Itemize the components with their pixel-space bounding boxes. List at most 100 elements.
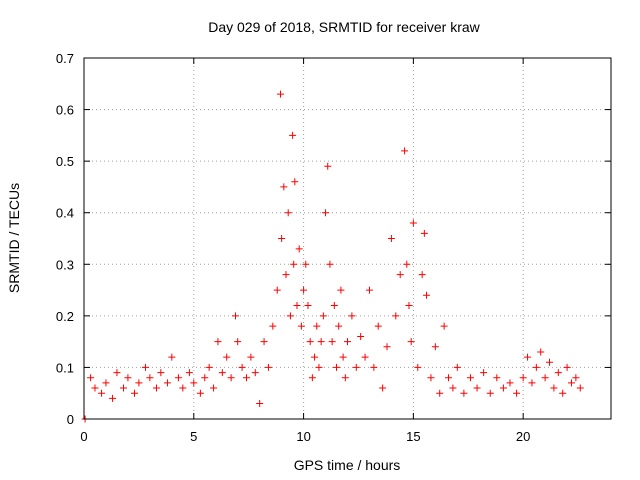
data-point [120, 384, 128, 392]
data-point [317, 338, 325, 346]
data-point [174, 374, 182, 382]
data-point [290, 260, 298, 268]
y-tick-label: 0.6 [56, 103, 74, 118]
x-tick-label: 15 [406, 429, 420, 444]
data-point [499, 384, 507, 392]
data-point [524, 353, 532, 361]
data-point [328, 338, 336, 346]
axis-ticks: 0 0.1 0.2 0.3 0.4 0.5 0.6 0.7 0 5 10 15 20 [56, 51, 611, 444]
data-point [486, 389, 494, 397]
data-point [297, 322, 305, 330]
data-point [528, 379, 536, 387]
data-point [427, 374, 435, 382]
data-point [277, 90, 285, 98]
data-point [401, 147, 409, 155]
data-point [445, 374, 453, 382]
data-point [493, 374, 501, 382]
data-point [306, 338, 314, 346]
data-point [453, 363, 461, 371]
data-point [480, 369, 488, 377]
data-point [223, 353, 231, 361]
data-point [344, 338, 351, 346]
data-point [284, 209, 292, 217]
data-point [319, 312, 327, 320]
data-point [113, 369, 121, 377]
data-point [449, 384, 457, 392]
data-point [414, 363, 422, 371]
data-point [87, 374, 95, 382]
data-point [256, 400, 264, 408]
data-point [282, 271, 290, 279]
data-point [205, 363, 213, 371]
chart-title: Day 029 of 2018, SRMTID for receiver kra… [208, 19, 480, 35]
data-point [333, 363, 341, 371]
data-point [141, 363, 149, 371]
data-point [98, 389, 106, 397]
data-point [365, 286, 373, 294]
data-point [210, 384, 218, 392]
data-point [339, 353, 347, 361]
data-point [396, 271, 404, 279]
data-point [190, 379, 198, 387]
data-point [201, 374, 209, 382]
data-point [251, 369, 259, 377]
data-point [405, 302, 413, 310]
data-point [554, 369, 562, 377]
data-point [280, 183, 288, 191]
grid-lines [84, 58, 611, 419]
y-tick-label: 0.7 [56, 51, 74, 66]
data-point [232, 312, 240, 320]
x-axis-label: GPS time / hours [294, 457, 401, 473]
y-tick-label: 0.5 [56, 154, 74, 169]
data-point [293, 302, 301, 310]
data-point [247, 353, 255, 361]
y-tick-label: 0.3 [56, 257, 74, 272]
data-point [379, 384, 387, 392]
data-point [218, 369, 226, 377]
data-point [387, 235, 395, 242]
data-point [102, 379, 110, 387]
y-tick-label: 0.1 [56, 360, 74, 375]
data-point [423, 291, 431, 299]
data-point [546, 358, 554, 366]
data-point [324, 162, 332, 170]
data-point [269, 322, 277, 330]
data-point [473, 384, 481, 392]
x-tick-label: 10 [296, 429, 310, 444]
data-point [304, 302, 312, 310]
data-point [322, 209, 330, 217]
data-point [124, 374, 132, 382]
plot-frame [83, 57, 612, 420]
y-tick-label: 0 [67, 412, 74, 427]
x-tick-label: 20 [516, 429, 530, 444]
data-point [311, 353, 319, 361]
data-point [330, 302, 338, 310]
data-point [466, 374, 474, 382]
x-tick-label: 5 [190, 429, 197, 444]
data-point [135, 379, 143, 387]
data-point [576, 384, 584, 392]
data-points [81, 90, 584, 423]
data-point [337, 286, 345, 294]
data-point [168, 353, 176, 361]
data-point [519, 374, 527, 382]
data-point [326, 260, 334, 268]
data-point [431, 343, 439, 351]
data-point [550, 384, 558, 392]
data-point [238, 363, 246, 371]
data-point [513, 389, 521, 397]
data-point [532, 363, 540, 371]
data-point [335, 322, 343, 330]
y-axis-label: SRMTID / TECUs [6, 183, 22, 293]
data-point [286, 312, 294, 320]
data-point [341, 374, 349, 382]
data-point [392, 312, 400, 320]
data-point [234, 338, 242, 346]
data-point [152, 384, 160, 392]
data-point [506, 379, 514, 387]
data-point [567, 379, 575, 387]
data-point [440, 322, 448, 330]
data-point [308, 374, 316, 382]
data-point [185, 369, 193, 377]
